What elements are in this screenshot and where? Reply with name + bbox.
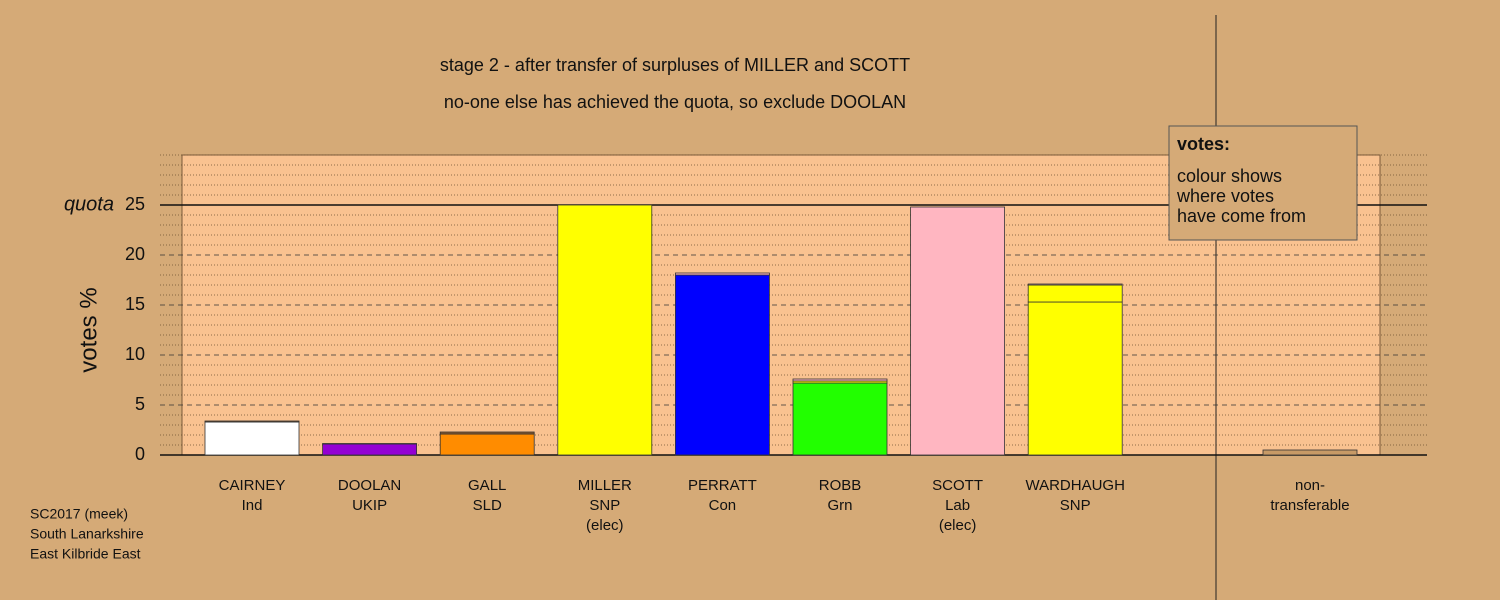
y-tick-label: 5 — [135, 394, 145, 414]
x-tick-label: (elec) — [586, 517, 624, 534]
y-tick-label: 15 — [125, 294, 145, 314]
y-tick-label: 0 — [135, 444, 145, 464]
x-tick-label: SNP — [589, 497, 620, 514]
legend-title: votes: — [1177, 134, 1230, 154]
bar-segment — [910, 206, 1005, 456]
x-tick-label: SCOTT — [932, 477, 983, 494]
bar-segment — [322, 443, 418, 456]
bar-segment — [204, 420, 300, 423]
bar-segment — [1262, 449, 1358, 456]
footnote: South Lanarkshire — [30, 526, 144, 542]
bar-segment — [675, 274, 770, 456]
y-axis-label: votes % — [75, 287, 102, 372]
bar-segment — [204, 421, 300, 456]
x-tick-label: Con — [709, 497, 737, 514]
x-tick-label: ROBB — [819, 477, 862, 494]
chart-title: stage 2 - after transfer of surpluses of… — [440, 55, 910, 75]
bar-segment — [792, 378, 888, 382]
bar-segment — [439, 431, 535, 435]
x-tick-label: Ind — [242, 497, 263, 514]
bar-segment — [557, 204, 653, 456]
x-tick-label: PERRATT — [688, 477, 757, 494]
bar-segment — [1027, 284, 1123, 303]
x-tick-label: (elec) — [939, 517, 977, 534]
chart-subtitle: no-one else has achieved the quota, so e… — [444, 92, 906, 112]
x-tick-label: transferable — [1270, 497, 1349, 514]
legend-box — [1168, 125, 1358, 241]
x-tick-label: UKIP — [352, 497, 387, 514]
bar-segment — [322, 443, 418, 445]
bars — [204, 204, 1358, 456]
footnote: East Kilbride East — [30, 546, 141, 562]
x-tick-label: Grn — [827, 497, 852, 514]
x-tick-label: CAIRNEY — [219, 477, 286, 494]
footnote: SC2017 (meek) — [30, 506, 128, 522]
quota-label: quota — [64, 193, 114, 215]
y-tick-label: 25 — [125, 194, 145, 214]
x-tick-label: WARDHAUGH — [1025, 477, 1124, 494]
legend-text: colour shows — [1177, 166, 1282, 186]
legend-text: where votes — [1176, 186, 1274, 206]
x-tick-label: non- — [1295, 477, 1325, 494]
bar-segment — [439, 433, 535, 456]
legend-text: have come from — [1177, 206, 1306, 226]
y-tick-label: 10 — [125, 344, 145, 364]
x-tick-label: MILLER — [578, 477, 632, 494]
x-tick-label: SNP — [1060, 497, 1091, 514]
bar-segment — [1027, 283, 1123, 286]
bar-segment — [1027, 301, 1123, 456]
y-tick-label: 20 — [125, 244, 145, 264]
x-tick-label: SLD — [473, 497, 502, 514]
bar-segment — [675, 272, 770, 276]
x-tick-label: Lab — [945, 497, 970, 514]
x-tick-label: DOOLAN — [338, 477, 401, 494]
x-tick-label: GALL — [468, 477, 506, 494]
bar-segment — [792, 382, 888, 456]
